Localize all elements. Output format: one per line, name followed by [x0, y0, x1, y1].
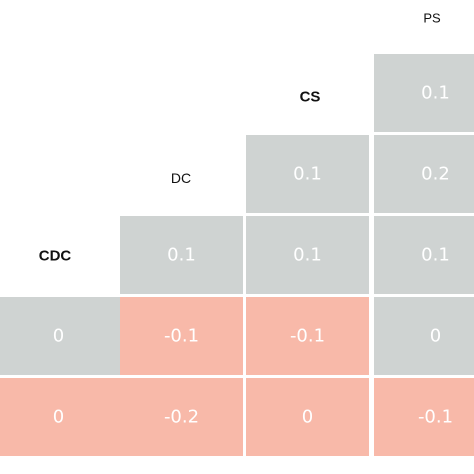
heatmap-cell-cs-row4 — [246, 378, 369, 456]
cell-value-label: 0.1 — [421, 245, 450, 266]
cell-value-label: 0 — [302, 407, 313, 428]
variable-label-dc: DC — [171, 170, 191, 186]
heatmap-cell-dc-row3 — [120, 297, 243, 375]
cell-value-label: -0.1 — [418, 407, 453, 428]
heatmap-cell-ps-row2 — [374, 216, 474, 294]
heatmap-cell-cdc-row4 — [0, 378, 120, 456]
heatmap-cell-dc-row4 — [120, 378, 243, 456]
cell-value-label: 0.1 — [421, 83, 450, 104]
cell-value-label: 0 — [430, 326, 441, 347]
heatmap-cell-cs-row2 — [246, 216, 369, 294]
heatmap-cell-cs-row3 — [246, 297, 369, 375]
cell-value-label: 0.1 — [167, 245, 196, 266]
variable-label-cs: CS — [300, 89, 321, 106]
cell-value-label: 0.1 — [293, 245, 322, 266]
cell-value-label: 0 — [53, 326, 64, 347]
cell-value-label: 0 — [53, 407, 64, 428]
heatmap-cell-ps-row4 — [374, 378, 474, 456]
heatmap-cell-cdc-row3 — [0, 297, 120, 375]
cell-value-label: -0.1 — [290, 326, 325, 347]
cell-value-label: 0.2 — [421, 164, 450, 185]
cell-value-label: -0.2 — [164, 407, 199, 428]
heatmap-cell-dc-row2 — [120, 216, 243, 294]
variable-label-cdc: CDC — [39, 248, 72, 265]
cell-value-label: -0.1 — [164, 326, 199, 347]
cell-value-label: 0.1 — [293, 164, 322, 185]
variable-label-ps: PS — [423, 11, 441, 26]
heatmap-cell-ps-row3 — [374, 297, 474, 375]
heatmap-cell-ps-row0 — [374, 54, 474, 132]
heatmap-cell-cs-row1 — [246, 135, 369, 213]
heatmap-cell-ps-row1 — [374, 135, 474, 213]
